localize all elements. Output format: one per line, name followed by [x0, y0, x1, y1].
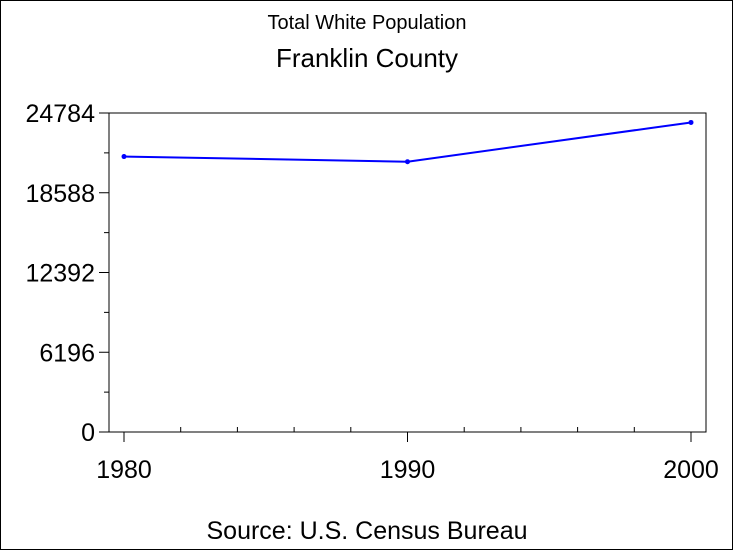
y-tick-label: 12392	[25, 260, 95, 288]
x-tick-label: 1980	[96, 456, 152, 484]
series-layer	[121, 119, 694, 165]
chart-subtitle: Total White Population	[267, 12, 466, 34]
data-point	[688, 119, 694, 125]
y-axis: 0 6196 12392 18588 24784	[25, 100, 109, 447]
x-axis: 1980 1990 2000	[96, 427, 719, 484]
y-tick-label: 24784	[25, 100, 95, 128]
y-tick-label: 18588	[25, 180, 95, 208]
series-line	[123, 121, 692, 163]
data-point	[405, 159, 410, 165]
x-tick-label: 2000	[663, 456, 719, 484]
y-tick-label: 6196	[39, 339, 95, 367]
y-tick-label: 0	[81, 419, 95, 447]
source-note: Source: U.S. Census Bureau	[207, 517, 528, 545]
data-point	[121, 154, 127, 160]
x-tick-label: 1990	[380, 456, 436, 484]
chart-title: Franklin County	[276, 43, 458, 73]
